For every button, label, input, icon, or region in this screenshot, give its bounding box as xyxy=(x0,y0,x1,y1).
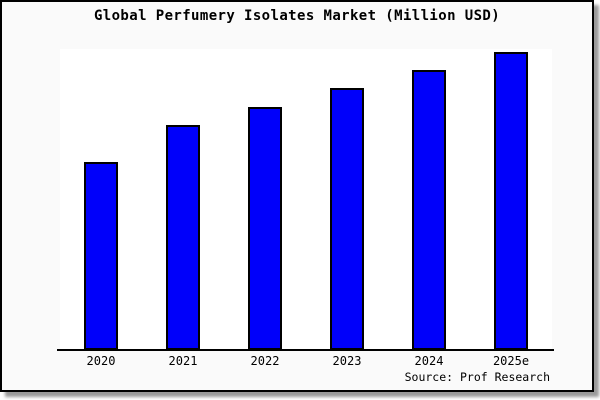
bar-slot-2023 xyxy=(306,49,388,350)
bar-slot-2020 xyxy=(60,49,142,350)
chart-frame: Global Perfumery Isolates Market (Millio… xyxy=(0,0,594,392)
bar-slot-2025e xyxy=(470,49,552,350)
bar-slot-2022 xyxy=(224,49,306,350)
x-tick-label-2022: 2022 xyxy=(250,354,280,368)
x-tick-label-2020: 2020 xyxy=(86,354,116,368)
chart-title: Global Perfumery Isolates Market (Millio… xyxy=(93,8,501,24)
bar-2020 xyxy=(84,162,118,350)
x-axis-labels: 2020 2021 2022 2023 2024 2025e xyxy=(60,354,552,368)
bar-2024 xyxy=(412,69,446,350)
x-axis-line xyxy=(57,349,554,351)
bar-slot-2021 xyxy=(142,49,224,350)
bar-2022 xyxy=(248,107,282,350)
x-tick-label-2025e: 2025e xyxy=(492,354,530,368)
x-tick-label-2021: 2021 xyxy=(168,354,198,368)
x-tick-label-2023: 2023 xyxy=(332,354,362,368)
bar-group xyxy=(60,49,552,350)
bar-2025e xyxy=(494,52,528,350)
bar-slot-2024 xyxy=(388,49,470,350)
plot-area xyxy=(60,49,552,350)
x-tick-label-2024: 2024 xyxy=(414,354,444,368)
bar-2023 xyxy=(330,87,364,350)
bar-2021 xyxy=(166,125,200,350)
source-text: Source: Prof Research xyxy=(404,370,550,384)
